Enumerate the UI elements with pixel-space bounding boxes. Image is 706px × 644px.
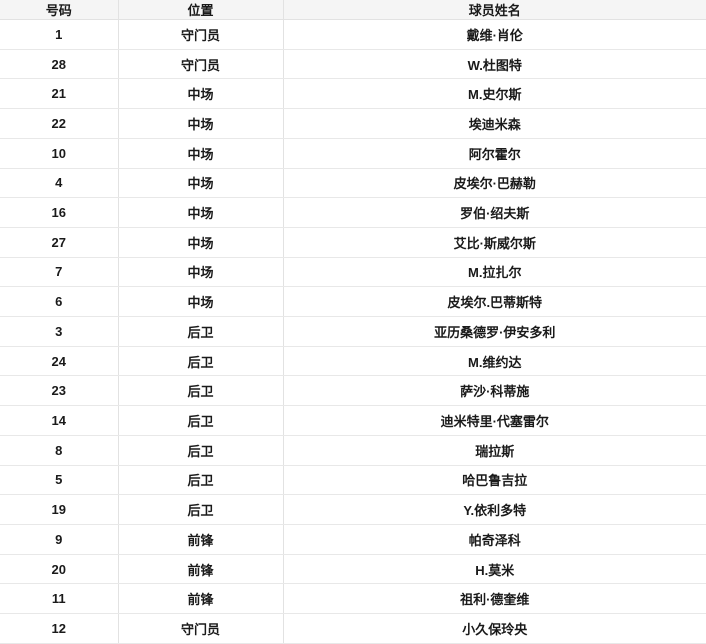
table-row: 9 前锋 帕奇泽科 (0, 524, 706, 555)
cell-number: 6 (0, 286, 119, 318)
column-header-number: 号码 (0, 0, 119, 20)
cell-player-name: 皮埃尔.巴蒂斯特 (283, 286, 706, 318)
header-row: 号码 位置 球员姓名 (0, 0, 706, 20)
table-row: 16 中场 罗伯·绍夫斯 (0, 197, 706, 228)
cell-position: 中场 (118, 138, 284, 169)
cell-position: 后卫 (118, 435, 284, 466)
cell-player-name: 萨沙·科蒂施 (283, 375, 706, 407)
cell-position: 前锋 (118, 583, 284, 615)
cell-number: 7 (0, 257, 119, 288)
cell-position: 中场 (118, 257, 284, 288)
cell-number: 14 (0, 405, 119, 436)
cell-player-name: M.史尔斯 (283, 78, 706, 110)
cell-player-name: H.莫米 (283, 554, 706, 585)
cell-player-name: 祖利·德奎维 (283, 583, 706, 615)
cell-position: 后卫 (118, 346, 284, 377)
cell-number: 12 (0, 613, 119, 644)
cell-position: 中场 (118, 227, 284, 258)
cell-number: 5 (0, 465, 119, 496)
cell-player-name: 帕奇泽科 (283, 524, 706, 555)
cell-player-name: W.杜图特 (283, 49, 706, 80)
table-row: 11 前锋 祖利·德奎维 (0, 583, 706, 615)
cell-number: 8 (0, 435, 119, 466)
table-row: 23 后卫 萨沙·科蒂施 (0, 375, 706, 407)
cell-position: 守门员 (118, 613, 284, 644)
cell-number: 20 (0, 554, 119, 585)
cell-position: 中场 (118, 108, 284, 139)
table-row: 7 中场 M.拉扎尔 (0, 257, 706, 288)
cell-number: 9 (0, 524, 119, 555)
cell-position: 后卫 (118, 375, 284, 407)
cell-number: 24 (0, 346, 119, 377)
cell-position: 后卫 (118, 316, 284, 347)
cell-position: 中场 (118, 197, 284, 228)
table-row: 20 前锋 H.莫米 (0, 554, 706, 585)
cell-position: 中场 (118, 78, 284, 110)
table-row: 3 后卫 亚历桑德罗·伊安多利 (0, 316, 706, 347)
cell-player-name: 亚历桑德罗·伊安多利 (283, 316, 706, 347)
cell-position: 前锋 (118, 554, 284, 585)
cell-player-name: 皮埃尔·巴赫勒 (283, 168, 706, 199)
cell-number: 19 (0, 494, 119, 525)
cell-player-name: 迪米特里·代塞雷尔 (283, 405, 706, 436)
column-header-position: 位置 (118, 0, 284, 20)
cell-number: 1 (0, 19, 119, 50)
cell-number: 21 (0, 78, 119, 110)
table-row: 12 守门员 小久保玲央 (0, 613, 706, 644)
table-row: 10 中场 阿尔霍尔 (0, 138, 706, 169)
cell-position: 中场 (118, 168, 284, 199)
cell-number: 11 (0, 583, 119, 615)
table-row: 5 后卫 哈巴鲁吉拉 (0, 465, 706, 496)
table-row: 19 后卫 Y.依利多特 (0, 494, 706, 525)
cell-player-name: 阿尔霍尔 (283, 138, 706, 169)
cell-number: 16 (0, 197, 119, 228)
cell-player-name: 罗伯·绍夫斯 (283, 197, 706, 228)
cell-player-name: 戴维·肖伦 (283, 19, 706, 50)
cell-player-name: 艾比·斯威尔斯 (283, 227, 706, 258)
table-row: 28 守门员 W.杜图特 (0, 49, 706, 80)
cell-player-name: 小久保玲央 (283, 613, 706, 644)
cell-number: 23 (0, 375, 119, 407)
cell-player-name: 哈巴鲁吉拉 (283, 465, 706, 496)
cell-number: 28 (0, 49, 119, 80)
cell-player-name: M.维约达 (283, 346, 706, 377)
table-row: 27 中场 艾比·斯威尔斯 (0, 227, 706, 258)
cell-position: 后卫 (118, 465, 284, 496)
table-body: 1 守门员 戴维·肖伦 28 守门员 W.杜图特 21 中场 M.史尔斯 22 … (0, 19, 706, 644)
cell-number: 27 (0, 227, 119, 258)
cell-player-name: M.拉扎尔 (283, 257, 706, 288)
column-header-player-name: 球员姓名 (283, 0, 706, 20)
cell-number: 4 (0, 168, 119, 199)
table-row: 21 中场 M.史尔斯 (0, 78, 706, 110)
cell-player-name: 瑞拉斯 (283, 435, 706, 466)
table-header: 号码 位置 球员姓名 (0, 0, 706, 20)
table-row: 14 后卫 迪米特里·代塞雷尔 (0, 405, 706, 436)
table-row: 8 后卫 瑞拉斯 (0, 435, 706, 466)
cell-position: 守门员 (118, 49, 284, 80)
cell-position: 前锋 (118, 524, 284, 555)
cell-number: 22 (0, 108, 119, 139)
cell-player-name: 埃迪米森 (283, 108, 706, 139)
table-row: 4 中场 皮埃尔·巴赫勒 (0, 168, 706, 199)
table-row: 1 守门员 戴维·肖伦 (0, 19, 706, 50)
table-row: 24 后卫 M.维约达 (0, 346, 706, 377)
cell-position: 中场 (118, 286, 284, 318)
cell-position: 后卫 (118, 494, 284, 525)
cell-number: 3 (0, 316, 119, 347)
cell-player-name: Y.依利多特 (283, 494, 706, 525)
cell-position: 后卫 (118, 405, 284, 436)
cell-number: 10 (0, 138, 119, 169)
table-row: 6 中场 皮埃尔.巴蒂斯特 (0, 286, 706, 318)
cell-position: 守门员 (118, 19, 284, 50)
table-row: 22 中场 埃迪米森 (0, 108, 706, 139)
